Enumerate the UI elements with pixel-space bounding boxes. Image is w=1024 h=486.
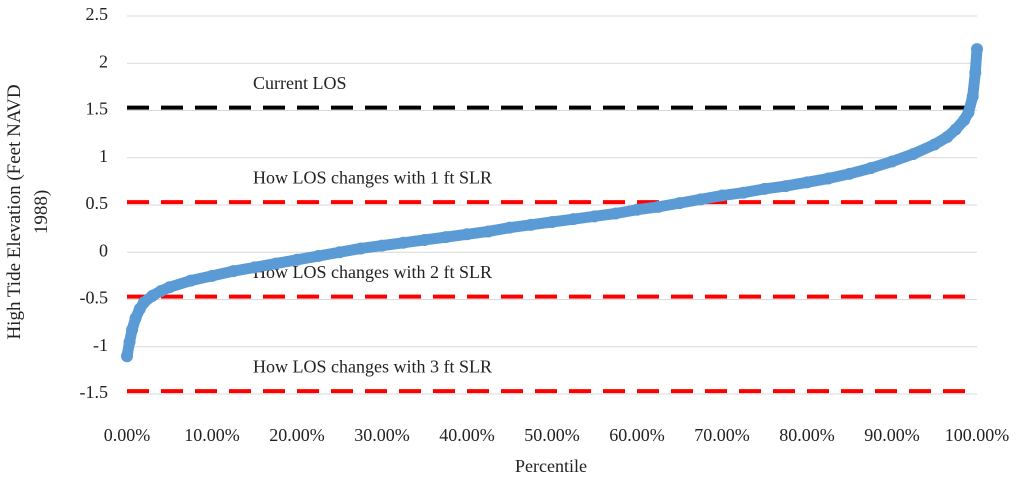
point [907, 147, 920, 160]
point [126, 323, 139, 336]
y-tick-label: -1.5 [80, 382, 109, 402]
x-tick-label: 10.00% [184, 425, 240, 445]
x-tick-label: 100.00% [945, 425, 1010, 445]
x-tick-label: 20.00% [269, 425, 325, 445]
point [482, 225, 495, 238]
point [779, 180, 792, 193]
x-tick-label: 80.00% [779, 425, 835, 445]
point [609, 207, 622, 220]
point [716, 189, 728, 202]
x-tick-label: 60.00% [609, 425, 665, 445]
point [886, 155, 898, 168]
x-tick-label: 40.00% [439, 425, 495, 445]
x-axis-title: Percentile [515, 456, 587, 476]
reference-label: How LOS changes with 3 ft SLR [253, 356, 492, 376]
point [333, 246, 346, 259]
point [418, 233, 431, 246]
point [966, 90, 979, 103]
point [941, 130, 954, 143]
point [962, 106, 975, 119]
point [461, 228, 473, 241]
point [758, 182, 771, 195]
y-tick-label: 0 [99, 240, 108, 260]
point [439, 231, 452, 244]
point [163, 281, 176, 294]
point [269, 257, 282, 270]
point [652, 200, 665, 213]
point [291, 253, 303, 266]
x-tick-label: 90.00% [864, 425, 920, 445]
point [184, 274, 197, 287]
point [822, 172, 835, 185]
y-tick-label: 1 [99, 146, 108, 166]
point [376, 239, 388, 252]
point [354, 242, 367, 255]
point [227, 265, 240, 278]
reference-label: Current LOS [253, 73, 347, 93]
x-tick-label: 70.00% [694, 425, 750, 445]
point [801, 176, 813, 189]
point [694, 193, 707, 206]
point [949, 123, 962, 136]
series-band [121, 43, 983, 362]
point [397, 236, 410, 249]
point [567, 213, 580, 226]
point [969, 66, 982, 79]
point [524, 218, 537, 231]
y-tick-label: -0.5 [80, 288, 109, 308]
y-tick-label: -1 [93, 335, 108, 355]
reference-label: How LOS changes with 1 ft SLR [253, 167, 492, 187]
y-tick-label: 1.5 [86, 99, 109, 119]
y-tick-label: 0.5 [86, 193, 109, 213]
point [843, 167, 856, 180]
point [673, 197, 686, 210]
point [123, 336, 136, 349]
point [864, 162, 877, 175]
point [248, 261, 261, 274]
point [588, 210, 601, 223]
point [206, 269, 218, 282]
y-tick-label: 2.5 [86, 4, 109, 24]
point [312, 250, 325, 263]
point [129, 312, 142, 325]
point [737, 186, 750, 199]
point [546, 216, 558, 229]
x-tick-label: 50.00% [524, 425, 580, 445]
y-axis-title: High Tide Elevation (Feet NAVD 1988) [4, 84, 52, 340]
point [971, 43, 983, 56]
reference-label: How LOS changes with 2 ft SLR [253, 262, 492, 282]
point [928, 138, 941, 151]
point [138, 296, 150, 309]
y-tick-label: 2 [99, 51, 108, 71]
point [121, 350, 133, 363]
x-tick-label: 30.00% [354, 425, 410, 445]
point [503, 221, 516, 234]
x-tick-label: 0.00% [104, 425, 151, 445]
point [631, 203, 643, 216]
